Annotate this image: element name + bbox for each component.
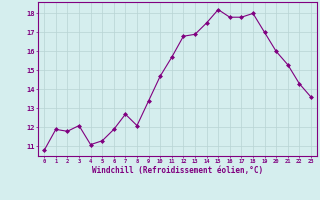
X-axis label: Windchill (Refroidissement éolien,°C): Windchill (Refroidissement éolien,°C) <box>92 166 263 175</box>
